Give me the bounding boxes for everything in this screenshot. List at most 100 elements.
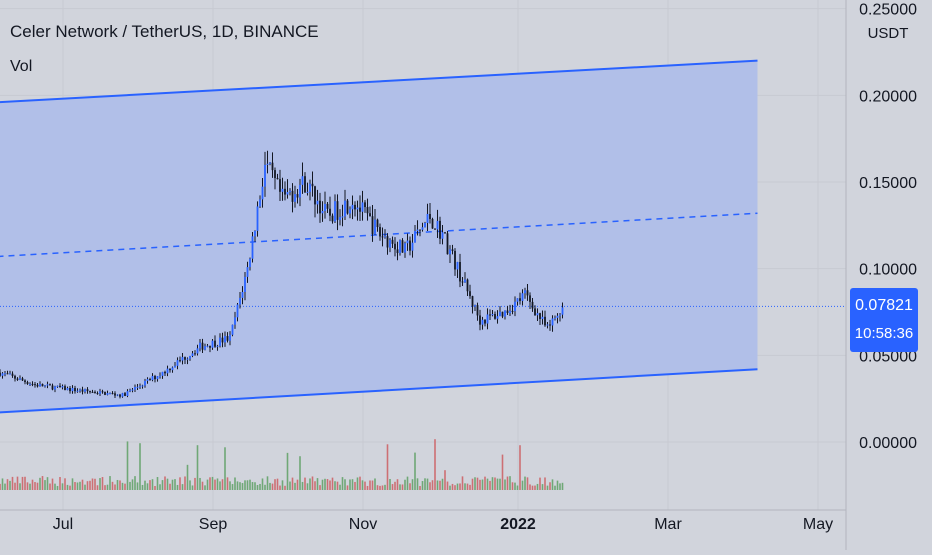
volume-bar — [164, 476, 166, 490]
candle — [529, 292, 531, 310]
volume-bar — [369, 480, 371, 490]
candle — [154, 374, 156, 383]
candle — [84, 388, 86, 394]
candle — [426, 203, 429, 232]
volume-bar — [314, 481, 316, 490]
candle — [261, 177, 264, 208]
volume-bar — [381, 485, 384, 490]
volume-bar — [29, 483, 31, 490]
x-tick-label: Jul — [53, 516, 73, 533]
candle — [309, 179, 311, 201]
volume-bar — [449, 485, 451, 490]
volume-bar — [301, 481, 304, 490]
volume-bar — [0, 483, 1, 490]
volume-bar — [216, 478, 219, 490]
candle — [86, 387, 89, 394]
candle — [39, 381, 41, 387]
x-tick-label: Mar — [654, 516, 682, 533]
candle — [509, 304, 511, 316]
candle — [291, 183, 294, 213]
volume-bar — [1, 478, 4, 490]
volume-bar — [406, 476, 409, 490]
candle — [284, 181, 286, 201]
candle — [4, 370, 6, 377]
volume-bar — [389, 478, 391, 490]
candle — [364, 200, 366, 213]
candle — [486, 308, 489, 330]
candle — [246, 261, 249, 283]
candle — [416, 220, 419, 236]
volume-bar — [384, 484, 386, 490]
volume-bar — [16, 476, 19, 490]
volume-bar — [454, 485, 456, 490]
volume-bar — [536, 483, 539, 490]
volume-bar — [546, 485, 549, 490]
candle — [164, 370, 166, 377]
candle — [0, 369, 1, 377]
candle — [531, 298, 534, 312]
volume-indicator-label[interactable]: Vol — [10, 58, 33, 75]
candle — [181, 353, 184, 365]
volume-bar — [504, 479, 506, 490]
candle — [89, 390, 91, 394]
candle — [121, 392, 124, 398]
volume-bar — [84, 484, 86, 490]
candle — [501, 311, 504, 319]
volume-bar — [171, 479, 174, 490]
channel-middle-line — [0, 212, 758, 258]
candle — [356, 200, 359, 221]
candle — [424, 221, 426, 228]
candle — [491, 310, 494, 317]
volume-bar — [161, 480, 164, 490]
volume-bar — [431, 480, 434, 490]
volume-bar — [251, 482, 254, 490]
candle — [436, 209, 439, 239]
candle — [326, 201, 329, 213]
candle — [549, 319, 551, 331]
chart-title[interactable]: Celer Network / TetherUS, 1D, BINANCE — [10, 22, 319, 41]
volume-bar — [101, 477, 104, 490]
candle — [551, 315, 554, 332]
candle — [69, 386, 71, 394]
volume-bar — [286, 452, 289, 490]
y-tick-label: 0.25000 — [859, 2, 917, 19]
volume-bar — [441, 478, 444, 490]
candle — [244, 272, 246, 301]
candle — [559, 312, 561, 322]
candle — [129, 388, 131, 393]
candle — [119, 393, 121, 399]
y-tick-label: 0.05000 — [859, 348, 917, 365]
volume-bar — [209, 477, 211, 490]
volume-bar — [221, 479, 224, 490]
volume-bar — [201, 481, 204, 490]
candle — [76, 388, 79, 393]
volume-bar — [66, 484, 69, 490]
volume-bar — [94, 478, 96, 490]
volume-bar — [486, 478, 489, 490]
candle — [61, 384, 64, 390]
volume-bar — [139, 443, 141, 490]
candle — [454, 248, 456, 276]
candle — [16, 377, 19, 381]
channel-lower-line — [0, 368, 758, 414]
candle — [324, 191, 326, 219]
x-tick-label: May — [803, 516, 833, 533]
volume-bar — [246, 480, 249, 490]
x-tick-label: 2022 — [500, 516, 536, 533]
volume-bar — [59, 476, 61, 490]
volume-bar — [324, 478, 326, 490]
candle — [521, 289, 524, 306]
volume-bar — [24, 476, 26, 490]
parallel-channel[interactable] — [0, 59, 846, 414]
candle — [131, 387, 134, 393]
candle — [184, 356, 186, 365]
candle — [234, 311, 236, 329]
candle — [421, 222, 424, 232]
candle — [494, 311, 496, 320]
volume-bar — [466, 483, 469, 490]
volume-bar — [556, 480, 559, 490]
candle — [396, 241, 399, 261]
candle — [141, 384, 144, 389]
